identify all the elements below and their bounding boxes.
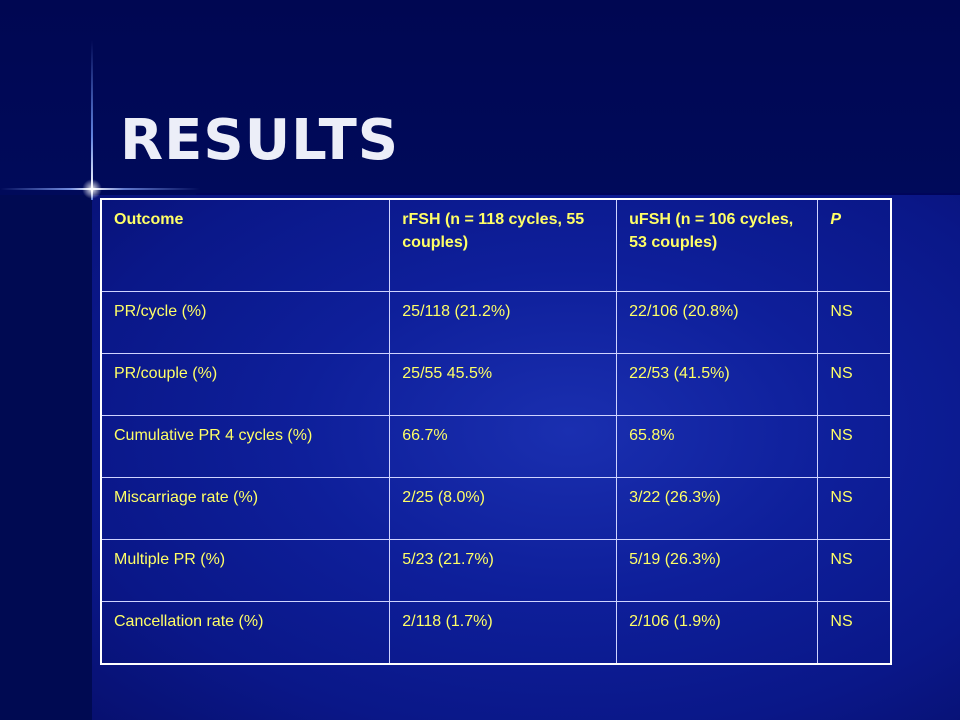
cell-ufsh: 2/106 (1.9%) [616, 601, 819, 665]
left-band [0, 195, 92, 720]
table-row: Cancellation rate (%) 2/118 (1.7%) 2/106… [100, 601, 892, 665]
cell-p: NS [817, 353, 892, 416]
table-row: Cumulative PR 4 cycles (%) 66.7% 65.8% N… [100, 415, 892, 478]
table-row: Miscarriage rate (%) 2/25 (8.0%) 3/22 (2… [100, 477, 892, 540]
sparkle-icon [82, 179, 102, 199]
table-row: Multiple PR (%) 5/23 (21.7%) 5/19 (26.3%… [100, 539, 892, 602]
slide-title: RESULTS [120, 108, 400, 173]
header-p: P [817, 198, 892, 292]
cell-outcome: PR/couple (%) [100, 353, 391, 416]
top-band [0, 0, 960, 195]
cell-ufsh: 22/53 (41.5%) [616, 353, 819, 416]
decorative-vertical-line [91, 40, 93, 200]
cell-p: NS [817, 477, 892, 540]
cell-ufsh: 22/106 (20.8%) [616, 291, 819, 354]
cell-p: NS [817, 415, 892, 478]
cell-outcome: PR/cycle (%) [100, 291, 391, 354]
cell-rfsh: 25/55 45.5% [389, 353, 618, 416]
cell-ufsh: 65.8% [616, 415, 819, 478]
header-rfsh: rFSH (n = 118 cycles, 55 couples) [389, 198, 618, 292]
cell-rfsh: 66.7% [389, 415, 618, 478]
cell-outcome: Multiple PR (%) [100, 539, 391, 602]
cell-outcome: Cancellation rate (%) [100, 601, 391, 665]
cell-outcome: Miscarriage rate (%) [100, 477, 391, 540]
results-table: Outcome rFSH (n = 118 cycles, 55 couples… [100, 198, 892, 665]
header-outcome: Outcome [100, 198, 391, 292]
cell-p: NS [817, 601, 892, 665]
cell-outcome: Cumulative PR 4 cycles (%) [100, 415, 391, 478]
decorative-divider [196, 193, 960, 195]
cell-rfsh: 25/118 (21.2%) [389, 291, 618, 354]
table-row: PR/couple (%) 25/55 45.5% 22/53 (41.5%) … [100, 353, 892, 416]
cell-ufsh: 3/22 (26.3%) [616, 477, 819, 540]
cell-rfsh: 2/118 (1.7%) [389, 601, 618, 665]
cell-rfsh: 5/23 (21.7%) [389, 539, 618, 602]
header-ufsh: uFSH (n = 106 cycles, 53 couples) [616, 198, 819, 292]
cell-p: NS [817, 291, 892, 354]
cell-ufsh: 5/19 (26.3%) [616, 539, 819, 602]
table-row: PR/cycle (%) 25/118 (21.2%) 22/106 (20.8… [100, 291, 892, 354]
cell-rfsh: 2/25 (8.0%) [389, 477, 618, 540]
table-header-row: Outcome rFSH (n = 118 cycles, 55 couples… [100, 198, 892, 292]
cell-p: NS [817, 539, 892, 602]
